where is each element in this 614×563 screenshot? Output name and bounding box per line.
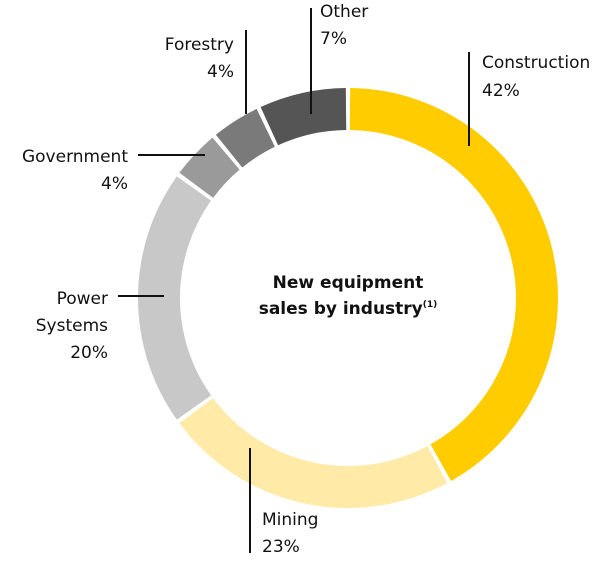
center-title-line1: New equipment [273,273,424,293]
label-power: Power [57,289,108,309]
slice-mining [179,398,448,508]
label-mining: Mining [262,510,318,530]
label-construction: Construction [482,53,590,73]
percent-government: 4% [101,174,128,194]
label-systems: Systems [36,316,108,336]
percent-mining: 23% [262,537,300,557]
label-government: Government [22,147,128,167]
slice-power-systems [137,176,212,420]
percent-construction: 42% [482,81,520,101]
slice-other [260,88,347,146]
slice-forestry [215,108,275,168]
label-other: Other [320,2,368,22]
slice-construction [349,88,559,481]
percent-other: 7% [320,29,347,49]
center-title-line2-text: sales by industry [259,299,423,319]
donut-slices [137,88,559,508]
slice-government [179,137,240,198]
percent-forestry: 4% [207,62,234,82]
label-forestry: Forestry [165,35,234,55]
leader-lines [118,8,470,553]
percent-power-systems: 20% [70,343,108,363]
center-title-line2: sales by industry(1) [259,299,438,319]
center-title-superscript: (1) [423,300,438,310]
